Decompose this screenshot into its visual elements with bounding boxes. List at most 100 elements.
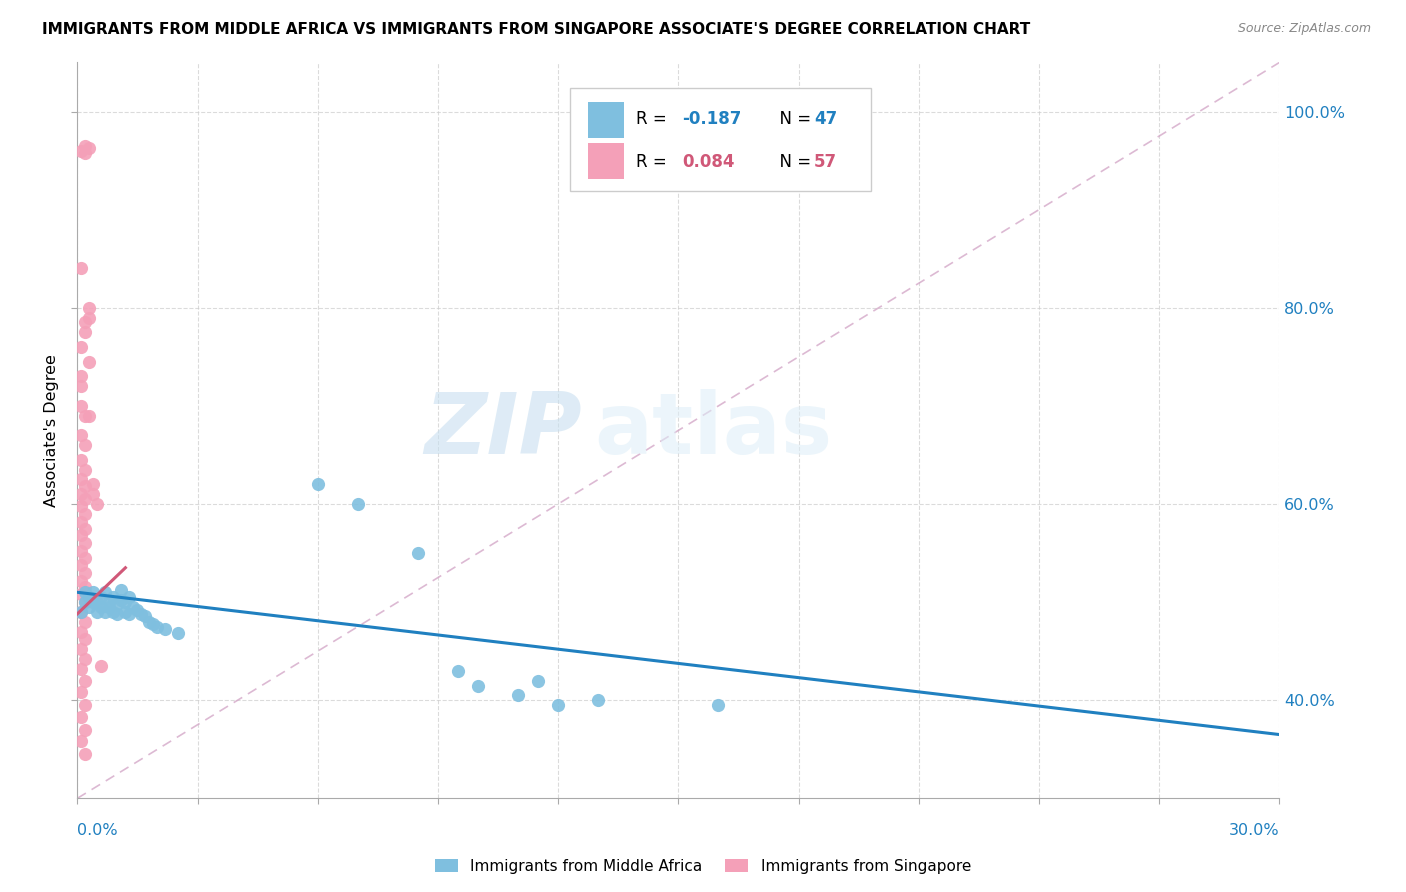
Point	[138, 615, 160, 629]
Point	[75, 521, 97, 535]
Point	[70, 605, 93, 619]
Point	[166, 626, 188, 640]
Point	[79, 301, 101, 315]
Point	[118, 591, 141, 605]
Point	[107, 607, 129, 621]
Point	[467, 678, 489, 692]
Point	[90, 591, 112, 605]
Text: 0.084: 0.084	[682, 153, 734, 170]
Y-axis label: Associate's Degree: Associate's Degree	[44, 354, 59, 507]
Point	[70, 369, 93, 384]
Point	[110, 583, 132, 598]
Text: 0.0%: 0.0%	[77, 823, 118, 838]
Point	[79, 141, 101, 155]
Point	[75, 632, 97, 647]
Point	[98, 599, 121, 614]
Point	[82, 595, 104, 609]
Text: 47: 47	[814, 110, 838, 128]
FancyBboxPatch shape	[571, 88, 870, 191]
Point	[75, 138, 97, 153]
Point	[75, 409, 97, 423]
Point	[75, 615, 97, 629]
Point	[86, 605, 108, 619]
Point	[98, 595, 121, 609]
Point	[75, 536, 97, 550]
Point	[75, 595, 97, 609]
Point	[86, 497, 108, 511]
Point	[75, 580, 97, 594]
Text: N =: N =	[769, 110, 815, 128]
Point	[142, 616, 165, 631]
Point	[79, 591, 101, 605]
Point	[94, 585, 117, 599]
Point	[79, 599, 101, 614]
Text: 57: 57	[814, 153, 838, 170]
Point	[131, 607, 153, 621]
Point	[75, 507, 97, 521]
Text: IMMIGRANTS FROM MIDDLE AFRICA VS IMMIGRANTS FROM SINGAPORE ASSOCIATE'S DEGREE CO: IMMIGRANTS FROM MIDDLE AFRICA VS IMMIGRA…	[42, 22, 1031, 37]
Point	[527, 673, 550, 688]
Point	[103, 591, 125, 605]
Point	[70, 428, 93, 442]
Text: Source: ZipAtlas.com: Source: ZipAtlas.com	[1237, 22, 1371, 36]
Point	[82, 585, 104, 599]
Point	[75, 595, 97, 609]
Point	[75, 491, 97, 506]
Point	[70, 144, 93, 158]
Legend: Immigrants from Middle Africa, Immigrants from Singapore: Immigrants from Middle Africa, Immigrant…	[429, 853, 977, 880]
Point	[70, 685, 93, 699]
Point	[82, 487, 104, 501]
Point	[70, 734, 93, 748]
Point	[70, 340, 93, 354]
Point	[79, 409, 101, 423]
Point	[75, 673, 97, 688]
Point	[75, 438, 97, 452]
Point	[75, 747, 97, 762]
Point	[155, 622, 177, 636]
Point	[75, 723, 97, 737]
Point	[70, 642, 93, 657]
Point	[134, 608, 156, 623]
Point	[90, 599, 112, 614]
Point	[122, 599, 145, 614]
Point	[127, 603, 149, 617]
Text: N =: N =	[769, 153, 815, 170]
Text: R =: R =	[637, 153, 672, 170]
Point	[79, 355, 101, 369]
Point	[90, 658, 112, 673]
Point	[114, 605, 136, 619]
Point	[75, 315, 97, 329]
Point	[707, 698, 730, 712]
Point	[307, 477, 329, 491]
Point	[547, 698, 569, 712]
Point	[70, 452, 93, 467]
Point	[70, 515, 93, 529]
Point	[347, 497, 370, 511]
Point	[70, 399, 93, 413]
Text: atlas: atlas	[595, 389, 832, 472]
Point	[70, 487, 93, 501]
Point	[82, 477, 104, 491]
Point	[110, 593, 132, 607]
Point	[75, 479, 97, 493]
Point	[107, 597, 129, 611]
Point	[75, 566, 97, 580]
Text: ZIP: ZIP	[425, 389, 582, 472]
Point	[447, 664, 470, 678]
Point	[70, 662, 93, 676]
Point	[75, 145, 97, 160]
Point	[70, 379, 93, 393]
Point	[75, 585, 97, 599]
Point	[75, 462, 97, 476]
Bar	[588, 103, 624, 137]
Point	[70, 574, 93, 588]
Point	[588, 693, 610, 707]
Point	[86, 595, 108, 609]
Point	[103, 605, 125, 619]
Point	[118, 607, 141, 621]
Point	[70, 472, 93, 486]
Point	[114, 595, 136, 609]
Point	[70, 261, 93, 276]
Bar	[588, 144, 624, 178]
Point	[75, 652, 97, 666]
